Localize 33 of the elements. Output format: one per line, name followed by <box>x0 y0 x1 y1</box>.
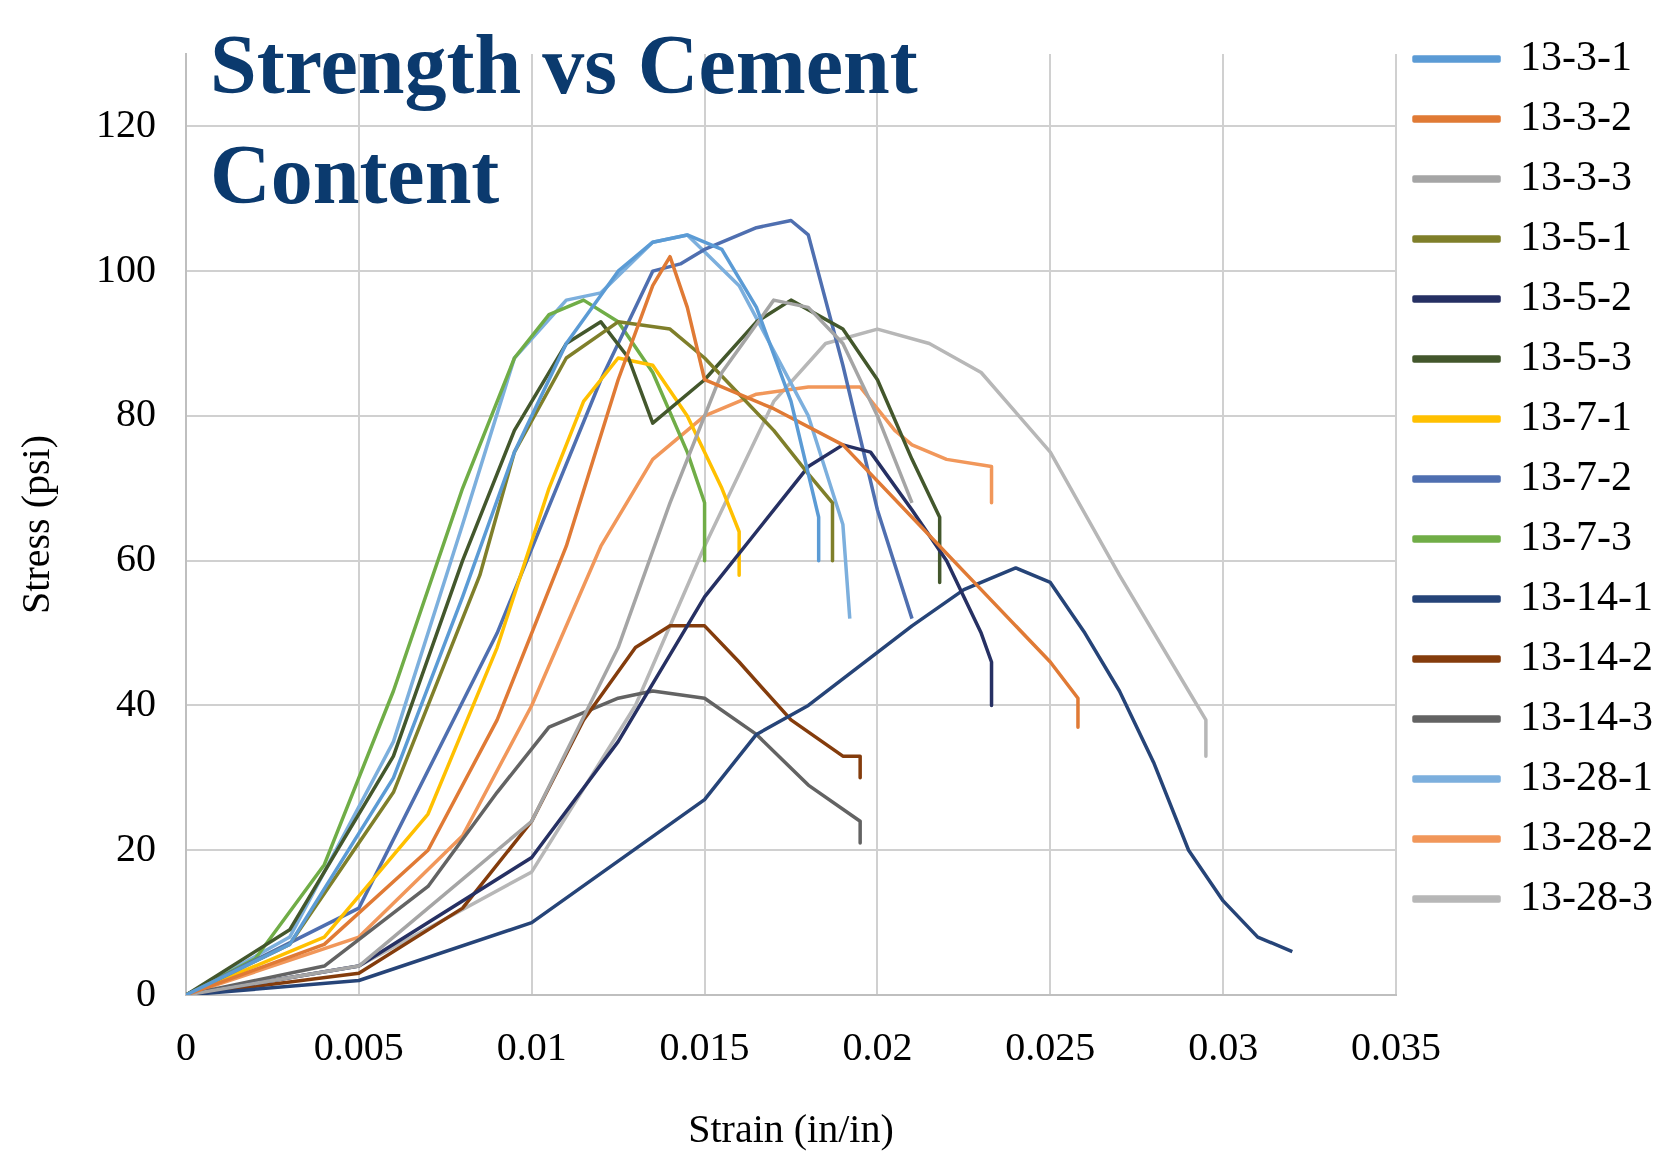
x-tick-label: 0.035 <box>1351 1023 1442 1069</box>
legend-label: 13-5-1 <box>1520 213 1633 260</box>
y-tick-label: 100 <box>96 245 156 291</box>
legend-label: 13-28-2 <box>1520 813 1654 860</box>
y-axis-title: Stress (psi) <box>12 435 58 614</box>
legend-label: 13-7-2 <box>1520 453 1633 500</box>
y-tick-label: 80 <box>116 390 156 436</box>
legend-label: 13-5-3 <box>1520 333 1633 380</box>
y-tick-label: 120 <box>96 100 156 146</box>
legend-label: 13-3-2 <box>1520 93 1633 140</box>
legend-label: 13-14-1 <box>1520 573 1654 620</box>
x-tick-label: 0.02 <box>842 1023 913 1069</box>
legend-label: 13-14-3 <box>1520 693 1654 740</box>
x-tick-label: 0.015 <box>659 1023 750 1069</box>
legend-label: 13-28-1 <box>1520 753 1654 800</box>
y-tick-label: 40 <box>116 679 156 725</box>
legend-label: 13-7-3 <box>1520 513 1633 560</box>
y-tick-label: 0 <box>136 969 156 1015</box>
legend-label: 13-7-1 <box>1520 393 1633 440</box>
legend-label: 13-3-1 <box>1520 33 1633 80</box>
chart-title: Strength vs Cement Content <box>210 17 919 223</box>
x-tick-label: 0.03 <box>1188 1023 1259 1069</box>
legend-label: 13-14-2 <box>1520 633 1654 680</box>
legend-label: 13-5-2 <box>1520 273 1633 320</box>
legend-label: 13-28-3 <box>1520 873 1654 920</box>
x-tick-label: 0.025 <box>1005 1023 1096 1069</box>
y-tick-label: 20 <box>116 824 156 870</box>
x-tick-label: 0.01 <box>496 1023 567 1069</box>
x-axis-title: Strain (in/in) <box>688 1105 894 1151</box>
x-tick-label: 0.005 <box>313 1023 404 1069</box>
x-tick-label: 0 <box>176 1023 196 1069</box>
y-tick-label: 60 <box>116 535 156 581</box>
legend-label: 13-3-3 <box>1520 153 1633 200</box>
